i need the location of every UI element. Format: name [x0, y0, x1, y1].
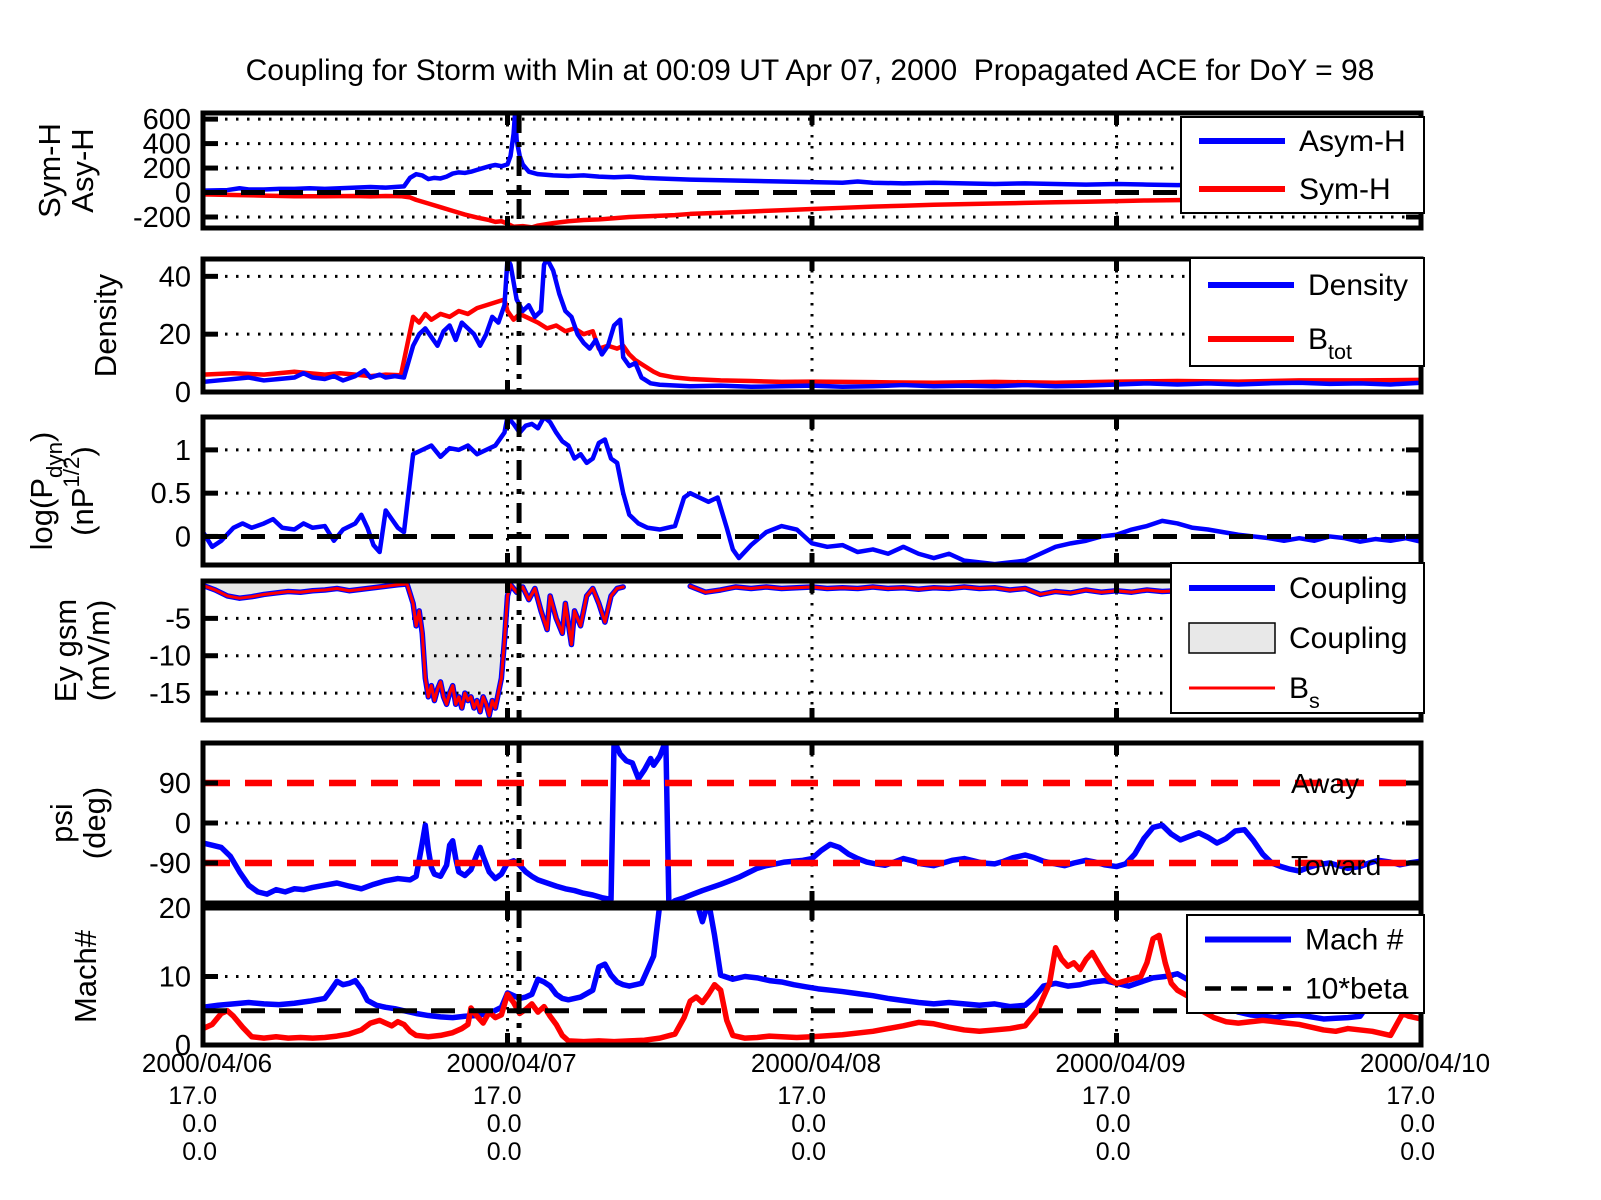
legend-label: Sym-H [1299, 173, 1391, 206]
x-tick-row: 0.0 [1096, 1138, 1131, 1166]
x-axis-labels: 2000/04/0617.00.00.02000/04/0717.00.00.0… [142, 1048, 1490, 1166]
ytick-label: -15 [149, 678, 191, 710]
legend-symh-asyh: Asym-H Sym-H [1180, 116, 1425, 214]
y-axis-label: log(Pdyn) [24, 432, 67, 551]
x-tick-date: 2000/04/10 [1360, 1048, 1490, 1078]
series-sym-h [203, 192, 1421, 228]
ytick-label: 90 [159, 768, 191, 800]
legend-label: Coupling [1289, 572, 1407, 605]
ytick-label: 0 [175, 1030, 191, 1062]
x-tick-row: 17.0 [473, 1082, 522, 1110]
series-logpdyn [203, 417, 1421, 565]
x-tick-row: 0.0 [1400, 1110, 1435, 1138]
legend-label: 10*beta [1305, 973, 1409, 1006]
y-axis-label: (mV/m) [81, 600, 116, 702]
panel-psi: 90 0 -90 psi(deg) Away Toward [44, 740, 1424, 906]
legend-ey-gsm: Coupling Coupling Bs [1170, 562, 1425, 714]
x-tick-date: 2000/04/07 [446, 1048, 576, 1078]
ytick-label: 0 [175, 808, 191, 840]
ytick-label: -90 [149, 848, 191, 880]
legend-density-btot: Density Btot [1189, 257, 1425, 367]
ytick-label: 1 [175, 435, 191, 467]
x-tick-row: 17.0 [168, 1082, 217, 1110]
ytick-label: 600 [143, 104, 191, 136]
ytick-label: 0 [175, 521, 191, 553]
ytick-label: 0 [175, 178, 191, 210]
annotation-away: Away [1291, 768, 1359, 799]
x-tick-row: 0.0 [487, 1138, 522, 1166]
y-axis-label: (nP1/2) [59, 446, 100, 536]
legend-box [1189, 257, 1425, 367]
ytick-label: -10 [149, 641, 191, 673]
panel-mach: 20 10 0 Mach# Mach # 10*beta [68, 893, 1425, 1062]
x-tick-date: 2000/04/09 [1055, 1048, 1185, 1078]
x-tick-row: 0.0 [487, 1110, 522, 1138]
y-axis-label: Mach# [68, 929, 103, 1023]
ytick-label: 40 [159, 261, 191, 293]
legend-label: Bs [1289, 672, 1320, 713]
x-tick-row: 17.0 [1082, 1082, 1131, 1110]
x-tick-date: 2000/04/06 [142, 1048, 272, 1078]
ytick-label: 0 [175, 377, 191, 409]
ytick-label: 20 [159, 319, 191, 351]
ytick-label: 200 [143, 153, 191, 185]
legend-swatch [1188, 622, 1276, 654]
panel-log-pdyn: 1 0.5 0 log(Pdyn)(nP1/2) [24, 414, 1424, 568]
ytick-label: -200 [133, 202, 191, 234]
ytick-label: -5 [165, 603, 191, 635]
ytick-label: 20 [159, 893, 191, 925]
annotation-toward: Toward [1291, 850, 1381, 881]
legend-label: Density [1308, 269, 1408, 302]
x-tick-row: 17.0 [777, 1082, 826, 1110]
x-tick-row: 0.0 [182, 1138, 217, 1166]
x-tick-date: 2000/04/08 [751, 1048, 881, 1078]
y-axis-label: (deg) [77, 787, 112, 859]
x-tick-row: 0.0 [1096, 1110, 1131, 1138]
legend-label: Asym-H [1299, 125, 1406, 158]
series-density [203, 259, 1421, 390]
page-title: Coupling for Storm with Min at 00:09 UT … [245, 54, 1375, 87]
ytick-label: 10 [159, 962, 191, 994]
legend-label: Coupling [1289, 622, 1407, 655]
y-axis-label: Density [88, 273, 123, 377]
panel-density-btot: 40 20 0 Density Density Btot [88, 256, 1425, 409]
legend-label: Btot [1308, 323, 1352, 364]
y-axis-label: Asy-H [65, 128, 100, 212]
series-psi [203, 743, 1421, 903]
y-axis-label: Ey gsm [48, 599, 83, 702]
legend-label: Mach # [1305, 924, 1404, 957]
legend-box [1180, 116, 1425, 214]
x-tick-row: 0.0 [1400, 1138, 1435, 1166]
panel-ey-gsm: -5 -10 -15 Ey gsm(mV/m) Coupling Coupling Bs [48, 562, 1425, 723]
y-axis-label: psi [44, 803, 79, 843]
x-tick-row: 0.0 [182, 1110, 217, 1138]
legend-box [1186, 914, 1425, 1014]
x-tick-row: 0.0 [791, 1138, 826, 1166]
series-bs [203, 582, 625, 718]
legend-mach: Mach # 10*beta [1186, 914, 1425, 1014]
x-tick-row: 0.0 [791, 1110, 826, 1138]
area-coupling [203, 581, 624, 716]
ytick-label: 0.5 [151, 478, 191, 510]
x-tick-row: 17.0 [1386, 1082, 1435, 1110]
y-axis-label: Sym-H [32, 123, 67, 218]
ytick-label: 400 [143, 129, 191, 161]
